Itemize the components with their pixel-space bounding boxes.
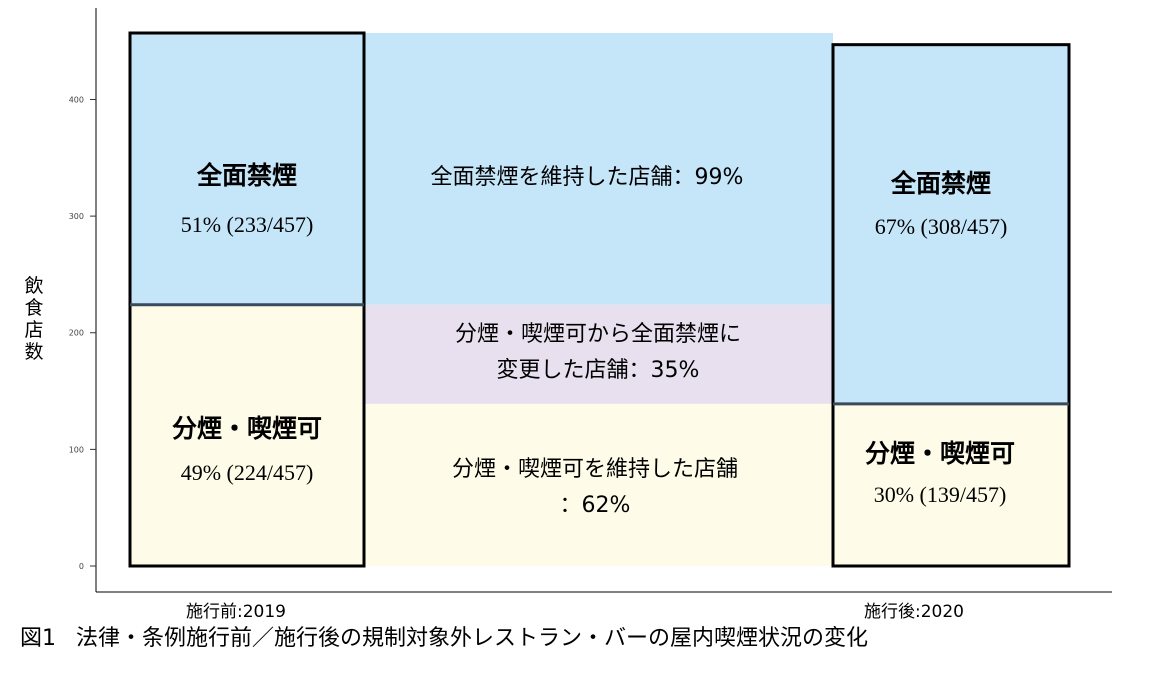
bar-segment-1-0	[130, 304, 364, 566]
bar-segment-0-1	[833, 44, 1069, 404]
figure-number: 図1	[20, 626, 56, 651]
flow-label-0-0: 全面禁煙を維持した店舗：99%	[431, 165, 744, 190]
flow-band-2	[364, 403, 833, 566]
segment-name-1-1: 分煙・喫煙可	[865, 439, 1015, 468]
segment-name-0-0: 全面禁煙	[196, 161, 297, 190]
figure-title: 法律・条例施行前／施行後の規制対象外レストラン・バーの屋内喫煙状況の変化	[76, 626, 869, 651]
y-tick-label-3: 300	[69, 212, 84, 221]
data-label-0-1: 67% (308/457)	[875, 214, 1008, 239]
data-label-1-1: 30% (139/457)	[874, 482, 1007, 507]
segment-name-1-0: 分煙・喫煙可	[172, 414, 322, 443]
y-tick-label-4: 400	[69, 95, 84, 104]
flow-band-0	[364, 33, 833, 305]
x-category-label-0: 施行前:2019	[186, 602, 286, 622]
flow-label-2-1: ：62%	[560, 493, 631, 518]
bar-outline-0	[128, 31, 366, 568]
flow-band-1	[364, 304, 833, 404]
flow-label-1-1: 変更した店舗：35%	[497, 358, 700, 383]
figure-caption: 図1 法律・条例施行前／施行後の規制対象外レストラン・バーの屋内喫煙状況の変化	[20, 620, 868, 652]
y-tick-label-1: 100	[69, 445, 84, 454]
y-axis-label: 飲食店数	[24, 275, 44, 363]
flow-label-2-0: 分煙・喫煙可を維持した店舗	[452, 457, 738, 482]
segment-name-0-1: 全面禁煙	[890, 169, 991, 198]
y-tick-label-0: 0	[79, 562, 84, 571]
y-tick-label-2: 200	[69, 329, 84, 338]
bar-segment-0-0	[130, 33, 364, 305]
bar-outline-1	[831, 43, 1071, 568]
data-label-1-0: 49% (224/457)	[181, 460, 314, 485]
x-category-label-1: 施行後:2020	[864, 602, 964, 622]
data-label-0-0: 51% (233/457)	[181, 212, 314, 237]
bar-segment-1-1	[833, 403, 1069, 566]
flow-label-1-0: 分煙・喫煙可から全面禁煙に	[455, 322, 741, 347]
